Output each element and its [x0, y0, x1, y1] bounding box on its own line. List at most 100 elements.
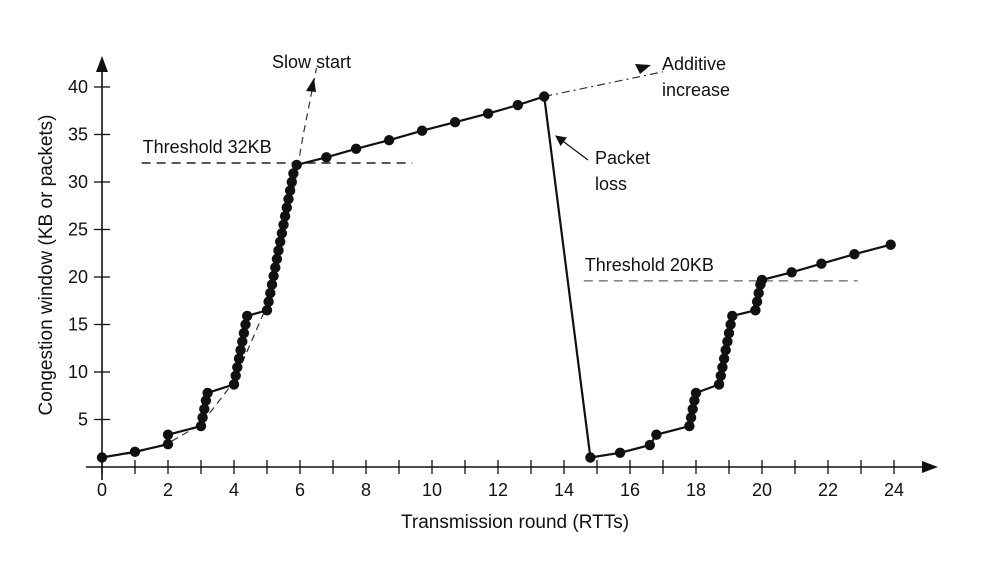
data-point: [720, 344, 731, 356]
data-point: [271, 253, 283, 265]
data-point: [232, 362, 243, 373]
data-point: [270, 262, 281, 273]
data-point: [162, 429, 174, 440]
data-point: [756, 274, 768, 286]
reference-curves: [101, 67, 664, 459]
data-point: [230, 370, 241, 381]
data-point: [291, 159, 302, 171]
data-point: [350, 143, 362, 154]
annotation-packet: Packet: [595, 148, 650, 168]
data-point: [685, 412, 697, 423]
y-tick-label: 10: [68, 362, 88, 382]
data-point: [233, 353, 245, 364]
data-point: [284, 185, 296, 196]
x-tick-label: 16: [620, 480, 640, 500]
data-point: [816, 258, 827, 269]
x-tick-label: 10: [422, 480, 442, 500]
packet-loss-arrow: [555, 135, 589, 161]
additive-increase-arrow: [544, 71, 664, 98]
data-point: [718, 353, 730, 364]
y-tick-label: 35: [68, 125, 88, 145]
data-point: [278, 219, 289, 230]
data-point: [276, 228, 288, 239]
data-point: [713, 379, 725, 390]
data-point: [281, 202, 292, 213]
x-tick-label: 8: [361, 480, 371, 500]
data-point: [885, 239, 896, 250]
x-tick-label: 22: [818, 480, 838, 500]
data-point: [690, 387, 702, 399]
annotation-increase: increase: [662, 80, 730, 100]
data-point: [235, 344, 246, 356]
y-axis-title: Congestion window (KB or packets): [36, 115, 57, 416]
data-point: [715, 370, 726, 381]
data-point: [96, 452, 108, 463]
data-point: [512, 99, 523, 111]
data-point: [482, 108, 494, 119]
data-point: [786, 267, 797, 278]
axes: [86, 56, 938, 480]
data-point: [717, 362, 728, 373]
y-tick-label: 5: [78, 410, 88, 430]
data-point: [687, 403, 698, 415]
data-point: [614, 447, 626, 458]
slow-start-arrowhead: [306, 78, 316, 92]
data-point: [242, 310, 253, 322]
x-axis-title: Transmission round (RTTs): [401, 512, 629, 533]
x-tick-label: 14: [554, 480, 574, 500]
y-axis-arrowhead: [96, 56, 108, 72]
data-point: [197, 412, 208, 423]
annotation-additive: Additive: [662, 54, 726, 74]
data-point: [651, 429, 662, 440]
data-point: [684, 420, 695, 432]
threshold-lines: Threshold 32KB Threshold 20KB: [141, 137, 858, 282]
data-point: [129, 446, 141, 457]
y-tick-label: 25: [68, 220, 88, 240]
data-point: [321, 152, 332, 163]
x-tick-label: 2: [163, 480, 173, 500]
data-point: [751, 296, 763, 307]
data-point: [722, 336, 733, 347]
y-tick-label: 20: [68, 267, 88, 287]
data-point: [383, 135, 395, 146]
data-point: [539, 91, 550, 102]
annotation-slow-start: Slow start: [272, 52, 351, 72]
additive-increase-arrowhead: [635, 64, 651, 74]
data-point: [416, 125, 428, 136]
data-point: [261, 305, 273, 316]
data-point: [286, 176, 297, 188]
data-point: [849, 249, 860, 260]
data-point: [753, 287, 764, 299]
data-series: [96, 91, 896, 463]
data-point: [288, 168, 299, 179]
annotation-loss: loss: [595, 174, 627, 194]
data-point: [585, 452, 596, 463]
y-axis-ticks: 5 10 15 20 25 30 35 40: [68, 77, 110, 430]
x-tick-label: 20: [752, 480, 772, 500]
data-point: [266, 279, 278, 290]
data-point: [283, 193, 294, 205]
data-point: [237, 336, 248, 347]
x-tick-label: 6: [295, 480, 305, 500]
x-tick-label: 12: [488, 480, 508, 500]
data-point: [199, 403, 210, 415]
data-point: [265, 287, 276, 299]
x-axis-arrowhead: [922, 461, 938, 473]
data-point: [263, 296, 274, 307]
data-point: [449, 117, 461, 128]
data-point: [228, 379, 240, 390]
data-point: [162, 439, 174, 450]
data-point: [238, 327, 250, 339]
data-point: [275, 236, 286, 247]
x-tick-label: 0: [97, 480, 107, 500]
x-tick-label: 18: [686, 480, 706, 500]
x-tick-label: 4: [229, 480, 239, 500]
data-point: [240, 319, 251, 330]
data-point: [268, 270, 279, 282]
data-point: [273, 245, 284, 256]
data-point: [750, 305, 761, 316]
y-tick-label: 30: [68, 172, 88, 192]
data-point: [202, 387, 213, 399]
threshold-label: Threshold 20KB: [585, 255, 714, 275]
